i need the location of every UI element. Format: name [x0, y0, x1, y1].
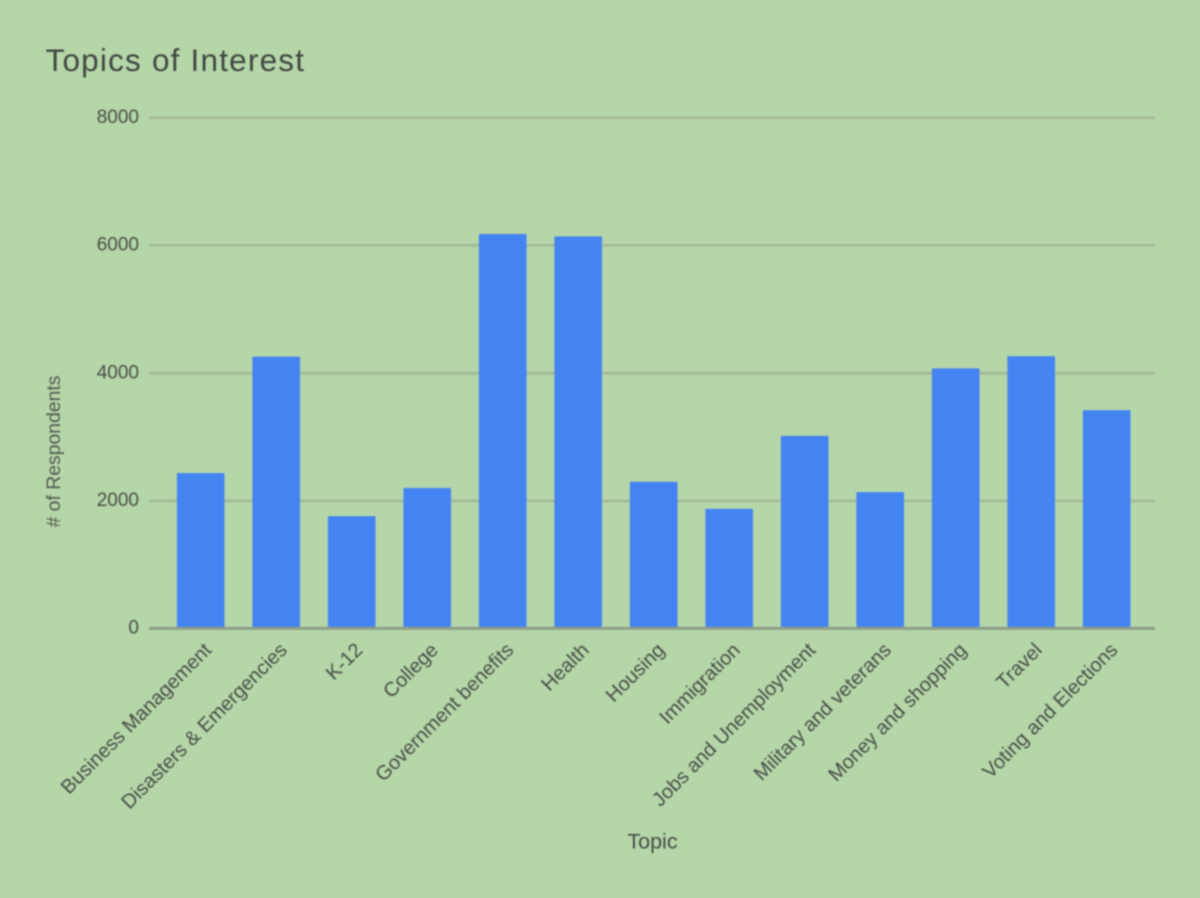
svg-text:# of Respondents: # of Respondents — [43, 375, 65, 527]
svg-text:6000: 6000 — [97, 235, 139, 256]
svg-text:2000: 2000 — [97, 490, 139, 511]
svg-text:4000: 4000 — [97, 362, 139, 383]
svg-text:Topics of Interest: Topics of Interest — [46, 42, 306, 78]
svg-text:Topic: Topic — [627, 830, 677, 854]
svg-text:8000: 8000 — [97, 107, 139, 128]
svg-text:0: 0 — [128, 617, 139, 638]
